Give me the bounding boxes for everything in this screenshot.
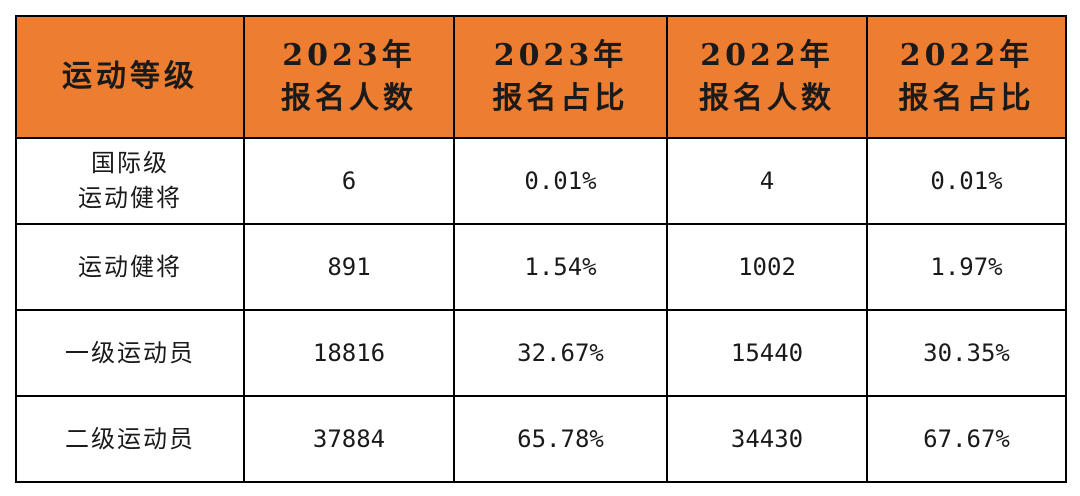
ratio-2022-cell: 1.97%: [866, 223, 1067, 311]
level-text: 运动健将: [78, 184, 182, 212]
header-year-text: 2023年: [282, 37, 416, 73]
level-text: 国际级: [91, 149, 169, 178]
count-2023-cell: 891: [243, 223, 455, 311]
level-text: 二级运动员: [65, 424, 195, 453]
header-year-text: 2022年: [899, 37, 1034, 73]
level-cell: 二级运动员: [15, 395, 245, 483]
level-cell: 一级运动员: [15, 309, 245, 397]
count-2022-cell: 15440: [666, 309, 868, 397]
header-metric-text: 报名人数: [699, 81, 835, 116]
level-text: 运动健将: [78, 252, 182, 281]
header-year-text: 2023年: [493, 37, 628, 73]
header-count-2022: 2022年 报名人数: [666, 15, 868, 139]
header-ratio-2022: 2022年 报名占比: [866, 15, 1067, 139]
count-2023-cell: 6: [243, 137, 455, 225]
header-count-2023: 2023年 报名人数: [243, 15, 455, 139]
level-cell: 国际级 运动健将: [15, 137, 245, 225]
ratio-2023-cell: 1.54%: [453, 223, 668, 311]
table-row: 国际级 运动健将 6 0.01% 4 0.01%: [15, 137, 1067, 225]
ratio-2023-cell: 32.67%: [453, 309, 668, 397]
header-metric-text: 报名占比: [492, 81, 629, 116]
ratio-2022-cell: 67.67%: [866, 395, 1067, 483]
ratio-2023-cell: 65.78%: [453, 395, 668, 483]
count-2022-cell: 34430: [666, 395, 868, 483]
header-level: 运动等级: [15, 15, 245, 139]
ratio-2022-cell: 0.01%: [866, 137, 1067, 225]
header-metric-text: 报名人数: [281, 81, 417, 116]
header-metric-text: 报名占比: [898, 81, 1035, 116]
level-text: 一级运动员: [65, 338, 195, 367]
count-2022-cell: 4: [666, 137, 868, 225]
header-level-text: 运动等级: [62, 59, 198, 95]
count-2023-cell: 37884: [243, 395, 455, 483]
level-cell: 运动健将: [15, 223, 245, 311]
table-header-row: 运动等级 2023年 报名人数 2023年 报名占比 2022年 报名人数 20…: [15, 15, 1067, 139]
count-2023-cell: 18816: [243, 309, 455, 397]
registration-table: 运动等级 2023年 报名人数 2023年 报名占比 2022年 报名人数 20…: [15, 15, 1067, 483]
header-ratio-2023: 2023年 报名占比: [453, 15, 668, 139]
table-row: 运动健将 891 1.54% 1002 1.97%: [15, 223, 1067, 311]
header-year-text: 2022年: [700, 37, 834, 73]
table-row: 二级运动员 37884 65.78% 34430 67.67%: [15, 395, 1067, 483]
count-2022-cell: 1002: [666, 223, 868, 311]
ratio-2023-cell: 0.01%: [453, 137, 668, 225]
ratio-2022-cell: 30.35%: [866, 309, 1067, 397]
table-row: 一级运动员 18816 32.67% 15440 30.35%: [15, 309, 1067, 397]
